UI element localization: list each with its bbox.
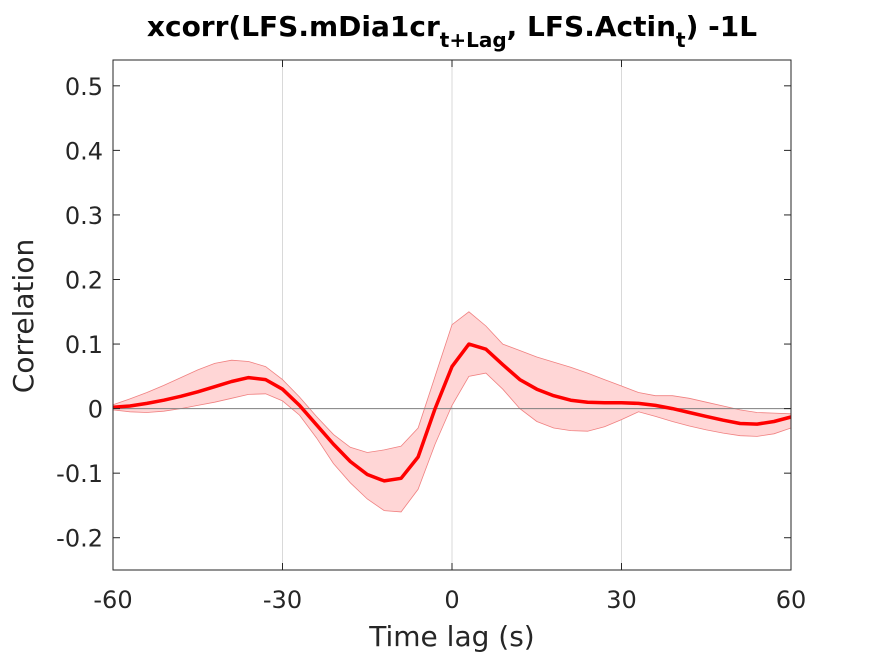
title-middle: , LFS.Actin (507, 10, 676, 43)
y-tick-label: 0.1 (65, 331, 103, 359)
title-suffix: ) -1L (686, 10, 758, 43)
title-sub2: t (676, 28, 686, 52)
y-tick-label: 0.2 (65, 266, 103, 294)
y-tick-label: 0.4 (65, 137, 103, 165)
x-tick-label: 0 (444, 586, 459, 614)
y-tick-label: -0.2 (56, 525, 103, 553)
y-axis-label: Correlation (7, 239, 40, 393)
x-tick-label: -30 (263, 586, 302, 614)
x-tick-label: -60 (93, 586, 132, 614)
title-sub1: t+Lag (440, 28, 507, 52)
plot-area: -0.2 -0.1 0 0.1 0.2 0.3 0.4 0.5 -60 -30 0 30 60 (56, 59, 807, 614)
y-tick-label: 0.5 (65, 73, 103, 101)
x-tick-label: 30 (606, 586, 637, 614)
x-axis-label: Time lag (s) (368, 620, 534, 653)
y-tick-label: 0.3 (65, 202, 103, 230)
series-line (112, 342, 792, 483)
x-tick-label: 60 (776, 586, 807, 614)
chart-title: xcorr(LFS.mDia1crt+Lag, LFS.Actint) -1L (147, 10, 757, 52)
y-tick-label: 0 (88, 396, 103, 424)
title-prefix: xcorr(LFS.mDia1cr (147, 10, 440, 43)
y-tick-label: -0.1 (56, 460, 103, 488)
